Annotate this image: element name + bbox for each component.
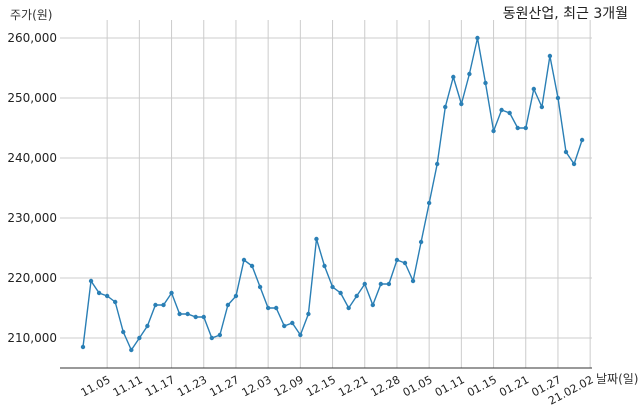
data-point: [571, 161, 577, 167]
x-tick-label: 11.17: [143, 373, 177, 399]
x-tick-label: 12.09: [272, 373, 306, 399]
data-point: [539, 104, 545, 110]
data-point: [257, 284, 263, 290]
data-point: [459, 101, 464, 107]
data-point: [96, 290, 102, 296]
data-point: [338, 290, 343, 296]
x-tick-label: 01.21: [497, 373, 531, 399]
data-point: [185, 311, 190, 317]
data-point: [217, 332, 223, 338]
y-tick-label: 220,000: [7, 271, 57, 285]
data-point: [410, 278, 416, 284]
data-point: [531, 86, 536, 92]
x-tick-label: 12.28: [368, 373, 402, 399]
x-tick-label: 01.11: [433, 373, 467, 399]
data-point: [330, 284, 335, 290]
data-point: [290, 320, 295, 326]
y-tick-label: 250,000: [7, 91, 57, 105]
x-tick-label: 11.11: [111, 373, 145, 399]
data-point: [467, 71, 472, 77]
y-tick-label: 260,000: [7, 31, 57, 45]
data-point: [104, 293, 110, 299]
data-point: [177, 311, 182, 317]
data-point: [378, 281, 384, 287]
x-tick-label: 12.15: [304, 373, 338, 399]
data-point: [435, 161, 440, 167]
x-tick-label: 01.15: [465, 373, 499, 399]
data-point: [491, 128, 496, 134]
data-point: [249, 263, 255, 269]
data-point: [507, 110, 512, 116]
data-point: [153, 302, 158, 308]
data-point: [314, 236, 319, 242]
x-axis-title: 날짜(일): [596, 372, 639, 386]
data-point: [161, 302, 166, 308]
data-point: [362, 281, 367, 287]
data-point: [233, 293, 239, 299]
data-point: [306, 311, 311, 317]
data-point: [426, 200, 432, 206]
data-point: [370, 302, 375, 308]
data-point: [386, 281, 392, 287]
data-point: [121, 329, 126, 335]
x-tick-label: 11.27: [207, 373, 241, 399]
data-point: [113, 299, 118, 305]
x-tick-label: 12.03: [240, 373, 274, 399]
data-point: [547, 53, 553, 59]
y-tick-label: 240,000: [7, 151, 57, 165]
data-point: [129, 347, 134, 353]
data-point: [225, 302, 231, 308]
x-tick-label: 11.23: [175, 373, 209, 399]
data-point: [201, 314, 206, 320]
data-point: [193, 314, 198, 320]
y-tick-label: 230,000: [7, 211, 57, 225]
data-point: [402, 260, 408, 266]
data-point: [443, 104, 448, 110]
data-point: [475, 35, 480, 41]
y-axis-title: 주가(원): [10, 8, 53, 22]
data-point: [515, 125, 520, 131]
data-point: [322, 263, 327, 269]
data-point: [80, 344, 86, 350]
x-tick-label: 01.05: [401, 373, 435, 399]
data-point: [354, 293, 359, 299]
data-point: [145, 323, 150, 329]
data-point: [394, 257, 400, 263]
x-tick-label: 12.21: [336, 373, 370, 399]
data-point: [298, 332, 303, 338]
data-point: [483, 80, 488, 86]
data-point: [418, 239, 424, 245]
data-point: [169, 290, 174, 296]
data-point: [523, 125, 528, 131]
data-point: [209, 335, 214, 341]
data-point: [241, 257, 247, 263]
data-point: [555, 95, 561, 101]
x-tick-label: 11.05: [79, 373, 113, 399]
data-point: [451, 74, 456, 80]
data-point: [499, 107, 504, 113]
data-point: [88, 278, 94, 284]
data-point: [346, 305, 351, 311]
data-point: [282, 323, 287, 329]
data-point: [579, 137, 585, 143]
data-point: [274, 305, 279, 311]
data-point: [265, 305, 271, 311]
data-point: [563, 149, 569, 155]
y-tick-label: 210,000: [7, 331, 57, 345]
chart-title: 동원산업, 최근 3개월: [502, 6, 628, 22]
data-point: [137, 335, 142, 341]
